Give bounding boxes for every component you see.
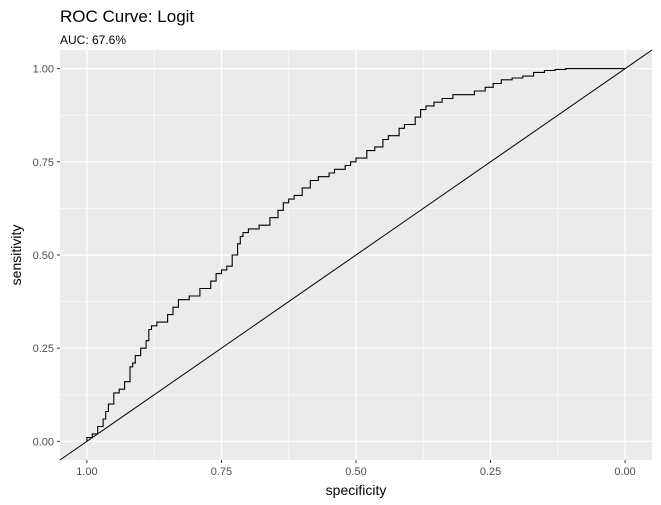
x-tick-label-4: 0.00 <box>614 466 635 478</box>
x-tick-label-1: 0.75 <box>211 466 232 478</box>
chart-subtitle: AUC: 67.6% <box>60 33 126 47</box>
x-tick-label-2: 0.50 <box>345 466 366 478</box>
y-axis-title: sensitivity <box>8 225 24 286</box>
y-tick-label-3: 0.75 <box>33 157 54 169</box>
tick-mark-layer <box>57 68 626 463</box>
x-tick-label-3: 0.25 <box>480 466 501 478</box>
x-tick-labels: 1.00 0.75 0.50 0.25 0.00 <box>76 466 636 478</box>
y-tick-label-4: 1.00 <box>33 64 54 76</box>
chart-title: ROC Curve: Logit <box>60 7 194 26</box>
roc-curve-line <box>86 68 626 442</box>
x-axis-title: specificity <box>326 482 387 498</box>
y-tick-label-2: 0.50 <box>33 250 54 262</box>
y-tick-label-1: 0.25 <box>33 343 54 355</box>
x-tick-label-0: 1.00 <box>76 466 97 478</box>
diagonal-reference-line <box>59 49 653 461</box>
y-tick-label-0: 0.00 <box>33 436 54 448</box>
diagonal-layer <box>59 49 653 461</box>
series-layer <box>86 68 626 442</box>
y-tick-labels: 0.00 0.25 0.50 0.75 1.00 <box>33 64 54 449</box>
